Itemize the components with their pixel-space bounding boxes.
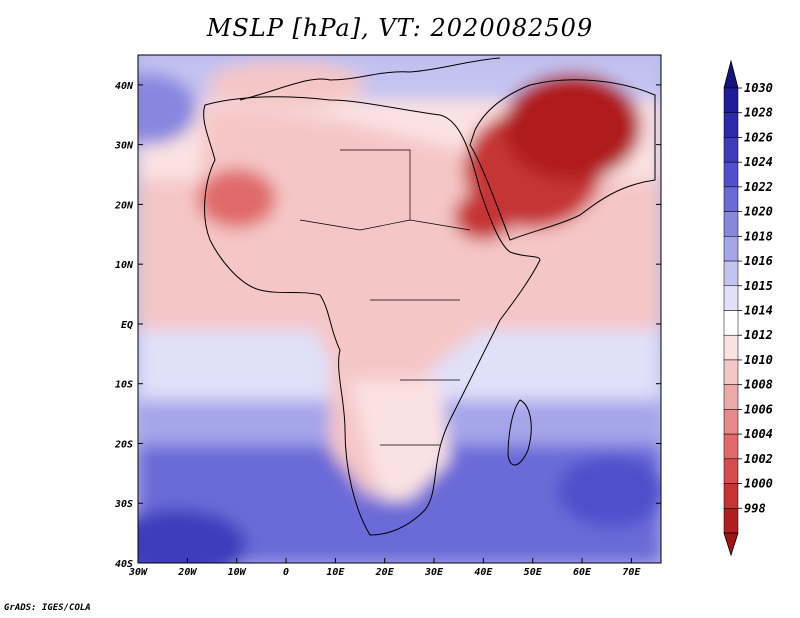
colorbar-label: 1022 — [744, 180, 773, 194]
colorbar-swatch — [723, 285, 739, 311]
pressure-region-mascarene-high — [557, 455, 661, 528]
y-tick-label: 30S — [114, 499, 133, 510]
pressure-region-sahara-heat-low — [197, 168, 277, 229]
pressure-region-red-sea-low — [453, 192, 513, 241]
colorbar-label: 1026 — [744, 130, 773, 144]
longitude-axis: 30W 20W 10W 0 10E 20E 30E 40E 50E 60E 70E — [128, 558, 641, 578]
colorbar-bottom-arrow — [723, 532, 739, 557]
grads-credit: GrADS: IGES/COLA — [4, 603, 91, 613]
colorbar-top-arrow — [723, 59, 739, 89]
x-tick-label: 10W — [228, 567, 247, 578]
x-tick-label: 20W — [177, 567, 197, 578]
pressure-field — [138, 55, 661, 563]
x-tick-label: 50E — [524, 567, 543, 578]
x-tick-label: 30E — [424, 567, 444, 578]
europe-coastline — [239, 57, 501, 101]
colorbar-label: 1006 — [744, 402, 773, 416]
colorbar-label: 1015 — [744, 279, 773, 293]
x-tick-label: 60E — [573, 567, 592, 578]
colorbar-swatch — [723, 334, 739, 361]
pressure-regions — [138, 60, 661, 563]
y-tick-label: 20S — [114, 439, 133, 450]
colorbar-swatch — [723, 359, 739, 385]
y-tick-label: 20N — [114, 200, 134, 211]
colorbar-label: 1028 — [744, 106, 773, 120]
colorbar-swatch — [723, 211, 739, 237]
colorbar-swatch — [723, 236, 739, 262]
colorbar: 1030 1028 1026 1024 1022 1020 1018 1016 1015 1014… — [723, 59, 773, 557]
map-title: MSLP [hPa], VT: 2020082509 — [206, 14, 594, 42]
y-tick-label: 30N — [114, 141, 134, 152]
colorbar-swatch — [723, 310, 739, 336]
colorbar-swatch — [723, 137, 739, 163]
southern-africa-field — [350, 380, 450, 500]
y-tick-label: 10N — [115, 260, 134, 271]
colorbar-label: 998 — [744, 501, 766, 515]
colorbar-label: 1016 — [744, 254, 773, 268]
coastlines-and-borders — [203, 57, 656, 536]
y-tick-label: 10S — [115, 380, 133, 391]
country-borders — [299, 149, 471, 446]
x-tick-label: 30W — [128, 567, 148, 578]
y-tick-label: EQ — [121, 320, 133, 331]
x-tick-label: 0 — [283, 567, 289, 578]
colorbar-swatch — [723, 483, 739, 509]
colorbar-swatch — [723, 508, 739, 534]
pressure-region-azores-ridge — [138, 72, 198, 145]
colorbar-label: 1004 — [744, 427, 773, 441]
madagascar-coastline — [507, 399, 532, 466]
colorbar-swatch — [723, 458, 739, 484]
colorbar-label: 1008 — [744, 378, 773, 392]
colorbar-swatch — [723, 384, 739, 410]
colorbar-swatch — [723, 409, 739, 435]
colorbar-label: 1002 — [744, 452, 773, 466]
y-tick-label: 40S — [115, 559, 133, 570]
colorbar-label: 1014 — [744, 304, 773, 318]
colorbar-label: 1010 — [744, 353, 773, 367]
colorbar-label: 1018 — [744, 229, 773, 243]
x-tick-label: 20E — [375, 567, 395, 578]
y-tick-label: 40N — [115, 81, 134, 92]
colorbar-swatch — [723, 260, 739, 287]
pressure-region-mediterranean-ridge — [207, 60, 365, 109]
plot-frame — [137, 54, 662, 564]
arabian-peninsula-coastline — [469, 79, 656, 241]
colorbar-swatch — [723, 112, 739, 138]
latitude-axis: 40N 30N 20N 10N EQ 10S 20S 30S 40S — [114, 81, 661, 570]
x-tick-label: 40E — [474, 567, 493, 578]
colorbar-label: 1012 — [744, 328, 773, 342]
pressure-region-st-helena-high — [138, 509, 247, 563]
africa-coastline — [203, 96, 541, 536]
x-tick-label: 70E — [622, 567, 641, 578]
continent-pressure-field — [200, 105, 520, 500]
colorbar-swatch — [723, 186, 739, 212]
colorbar-swatch — [723, 161, 739, 188]
colorbar-swatch — [723, 433, 739, 460]
colorbar-swatch — [723, 87, 739, 113]
colorbar-label: 1000 — [744, 477, 773, 491]
colorbar-label: 1024 — [744, 155, 773, 169]
plot-area — [138, 55, 661, 563]
colorbar-label: 1030 — [744, 81, 773, 95]
pressure-region-persian-gulf-low — [503, 72, 642, 181]
x-tick-label: 10E — [326, 567, 345, 578]
colorbar-label: 1020 — [744, 205, 773, 219]
